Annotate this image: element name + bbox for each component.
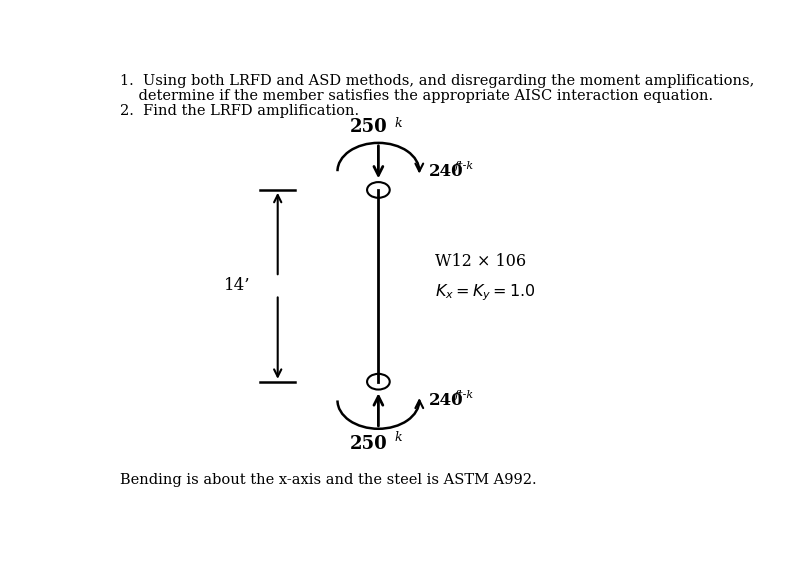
- Text: $K_x = K_y = 1.0$: $K_x = K_y = 1.0$: [435, 282, 535, 303]
- Text: determine if the member satisfies the appropriate AISC interaction equation.: determine if the member satisfies the ap…: [120, 89, 713, 103]
- Text: 2.  Find the LRFD amplification.: 2. Find the LRFD amplification.: [120, 104, 359, 118]
- Text: 250: 250: [350, 435, 388, 453]
- Text: ft-k: ft-k: [455, 161, 474, 171]
- Text: ft-k: ft-k: [455, 390, 474, 400]
- Text: 240: 240: [428, 392, 463, 409]
- Text: 14’: 14’: [224, 277, 251, 294]
- Text: 250: 250: [350, 118, 388, 136]
- Text: Bending is about the x-axis and the steel is ASTM A992.: Bending is about the x-axis and the stee…: [120, 473, 536, 487]
- Text: W12 × 106: W12 × 106: [435, 254, 526, 271]
- Text: 240: 240: [428, 162, 463, 180]
- Text: k: k: [393, 117, 401, 130]
- Text: k: k: [393, 431, 401, 444]
- Text: 1.  Using both LRFD and ASD methods, and disregarding the moment amplifications,: 1. Using both LRFD and ASD methods, and …: [120, 75, 754, 88]
